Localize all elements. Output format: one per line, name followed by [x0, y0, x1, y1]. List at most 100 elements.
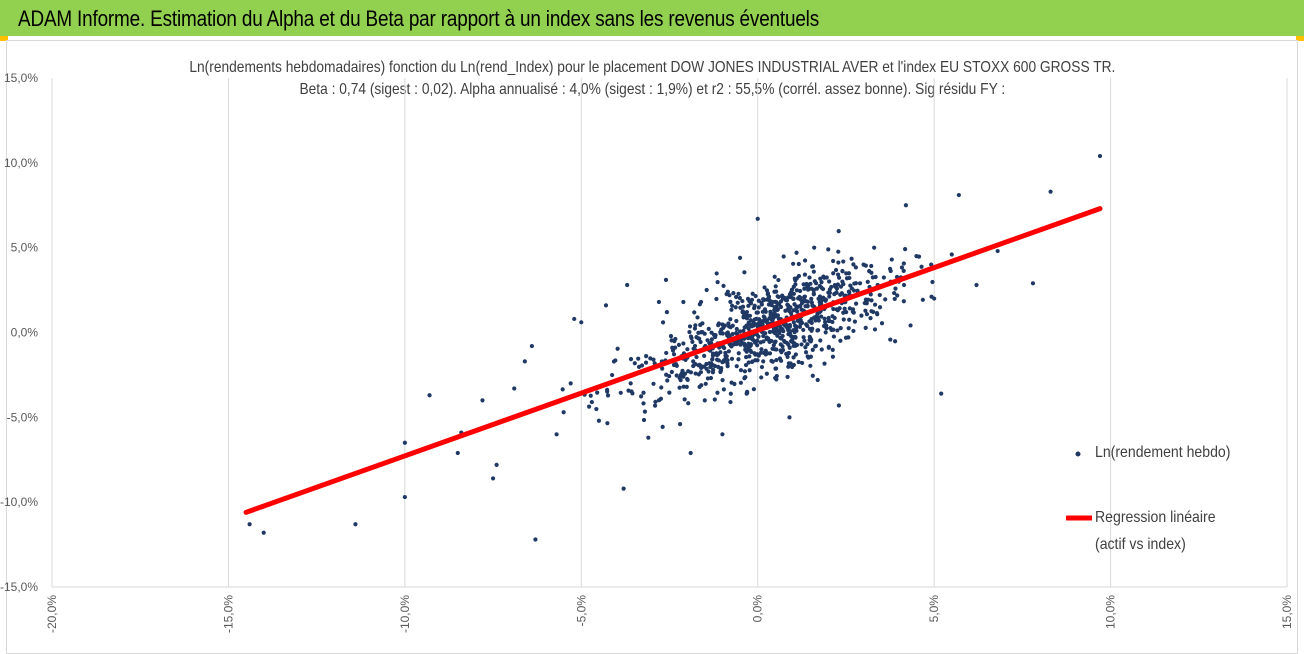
data-point	[746, 360, 751, 365]
data-point	[704, 287, 709, 293]
data-point	[794, 250, 799, 255]
data-point	[751, 387, 756, 392]
data-point	[737, 295, 742, 301]
data-point	[688, 450, 693, 456]
data-point	[709, 330, 714, 335]
data-point	[841, 317, 846, 322]
data-point	[812, 279, 817, 284]
data-point	[888, 337, 893, 342]
data-point	[651, 357, 656, 362]
x-tick-label: -10,0%	[398, 595, 412, 633]
page-title: ADAM Informe. Estimation du Alpha et du …	[18, 6, 820, 31]
data-point	[561, 410, 566, 415]
data-point	[682, 397, 687, 402]
data-point	[773, 284, 778, 289]
data-point	[759, 375, 764, 380]
data-point	[758, 350, 764, 355]
data-point	[778, 328, 783, 333]
data-point	[734, 326, 739, 332]
data-point	[796, 359, 801, 365]
data-point	[709, 337, 714, 342]
data-point	[715, 279, 720, 285]
data-point	[841, 310, 846, 315]
data-point	[726, 321, 731, 326]
data-point	[674, 373, 679, 378]
y-axis-ticks: 15,0% 10,0% 5,0% 0,0% -5,0% -10,0% -15,0%	[0, 71, 38, 594]
data-point	[772, 331, 778, 336]
data-point	[870, 275, 875, 280]
data-point	[775, 307, 780, 313]
data-point	[791, 291, 796, 296]
data-point	[769, 338, 774, 344]
data-point	[718, 350, 723, 355]
data-point	[730, 331, 735, 337]
data-point	[806, 287, 811, 292]
data-point	[628, 356, 634, 362]
data-point	[772, 305, 777, 310]
data-point	[836, 403, 841, 408]
data-point	[728, 299, 733, 304]
data-point	[872, 327, 878, 332]
chart-subtitle: Beta : 0,74 (sigest : 0,02). Alpha annua…	[299, 81, 1005, 98]
y-tick-label: 0,0%	[11, 326, 39, 340]
data-point	[587, 404, 592, 409]
data-point	[802, 286, 807, 291]
data-point	[632, 361, 637, 366]
data-point	[816, 318, 821, 323]
data-point	[774, 300, 779, 305]
data-point	[693, 371, 698, 376]
data-point	[775, 294, 780, 299]
data-point	[809, 317, 814, 322]
data-point	[705, 338, 710, 343]
data-point	[799, 342, 804, 347]
data-point	[802, 258, 808, 263]
data-point	[695, 315, 700, 320]
data-point	[247, 522, 252, 527]
data-point	[724, 331, 729, 336]
data-point	[822, 361, 827, 366]
data-point	[741, 328, 746, 334]
data-point	[754, 338, 759, 344]
data-point	[749, 324, 754, 329]
data-point	[773, 375, 778, 381]
data-point	[809, 296, 814, 301]
data-point	[738, 368, 744, 373]
data-point	[778, 335, 783, 341]
data-point	[747, 368, 752, 373]
data-point	[402, 440, 407, 445]
data-point	[673, 336, 678, 342]
x-tick-label: 5,0%	[927, 595, 941, 623]
data-point	[757, 320, 762, 325]
data-point	[901, 299, 906, 304]
data-point	[778, 324, 783, 329]
data-point	[830, 347, 835, 352]
data-point	[758, 340, 763, 345]
data-point	[853, 301, 859, 306]
data-point	[823, 319, 828, 325]
data-point	[831, 271, 836, 276]
data-point	[730, 323, 735, 328]
data-point	[748, 301, 754, 306]
data-point	[700, 321, 705, 326]
data-point	[780, 344, 785, 349]
data-point	[642, 409, 648, 414]
data-point	[796, 273, 802, 279]
data-point	[726, 349, 731, 354]
data-point	[974, 282, 979, 288]
data-point	[688, 334, 694, 339]
data-point	[670, 348, 676, 353]
data-point	[721, 345, 726, 350]
data-point	[731, 291, 736, 296]
data-point	[669, 338, 674, 343]
data-point	[801, 282, 806, 287]
data-point	[728, 317, 733, 322]
data-point	[835, 328, 840, 333]
data-point	[846, 335, 851, 340]
data-point	[659, 385, 664, 390]
data-point	[772, 340, 777, 345]
data-point	[818, 276, 823, 281]
data-point	[774, 289, 779, 294]
data-point	[764, 319, 769, 324]
data-point	[949, 252, 954, 257]
data-point	[694, 354, 699, 360]
